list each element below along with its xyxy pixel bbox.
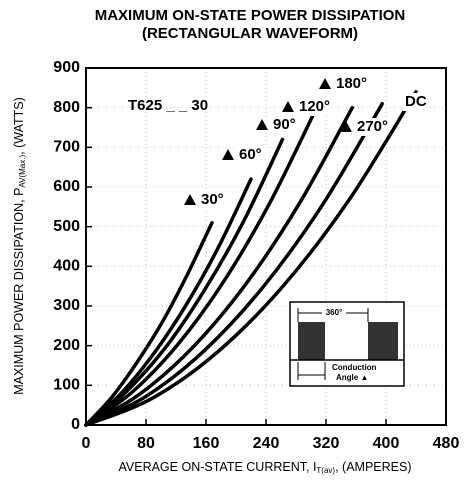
curve — [84, 220, 214, 427]
plot-frame — [85, 67, 447, 426]
label-bg — [355, 118, 395, 136]
label-bg — [237, 146, 268, 164]
y-tick-label: 200 — [53, 337, 80, 354]
label-triangle — [282, 101, 294, 112]
x-label-tail: , (AMPERES) — [335, 460, 411, 474]
label-triangle — [256, 119, 268, 130]
curve — [84, 177, 253, 427]
y-tick-label: 500 — [53, 218, 80, 235]
label-bg — [271, 116, 302, 134]
curve — [84, 90, 418, 427]
x-tick-label: 160 — [193, 435, 220, 452]
curve-label: 60° — [239, 146, 262, 163]
y-tick-label: 100 — [53, 377, 80, 394]
period-label: 360° — [326, 308, 343, 317]
x-tick-label: 80 — [137, 435, 155, 452]
angle-label: Angle ▲ — [336, 373, 368, 382]
plot: 0 80 160 240 320 400 480 0 100 200 300 400 500 600 700… — [53, 59, 459, 452]
chart-subtitle: (RECTANGULAR WAVEFORM) — [142, 25, 358, 42]
x-tick-label: 240 — [253, 435, 280, 452]
curve-label: 270° — [357, 118, 388, 135]
curve-label: 120° — [299, 98, 330, 115]
y-label-main: MAXIMUM POWER DISSIPATION, P — [12, 188, 26, 395]
conduction-label: Conduction — [332, 363, 377, 372]
label-triangle — [319, 78, 331, 89]
pulse — [368, 322, 398, 360]
label-bg — [199, 191, 230, 209]
curve — [84, 101, 384, 427]
inset-waveform: 360° Conduction Angle ▲ — [289, 301, 405, 387]
x-label-sub: T(av) — [316, 466, 335, 475]
x-label-main: AVERAGE ON-STATE CURRENT, I — [118, 460, 316, 474]
curve-label: 30° — [201, 191, 224, 208]
label-triangle — [184, 194, 196, 205]
x-axis-label: AVERAGE ON-STATE CURRENT, IT(av), (AMPER… — [118, 460, 411, 475]
y-axis-label: MAXIMUM POWER DISSIPATION, PAV(Max.), (W… — [12, 97, 27, 395]
y-tick-label: 700 — [53, 139, 80, 156]
curve — [84, 105, 354, 427]
curve-label: DC — [405, 93, 427, 110]
x-tick-label: 480 — [433, 435, 460, 452]
y-tick-label: 900 — [53, 59, 80, 76]
curve-label: 180° — [336, 75, 367, 92]
label-bg — [297, 98, 337, 116]
device-annotation: T625 _ _ 30 — [128, 97, 208, 114]
curve-label: 90° — [273, 116, 296, 133]
x-tick-label: 320 — [313, 435, 340, 452]
y-label-sub: AV(Max.) — [18, 155, 27, 188]
y-tick-label: 300 — [53, 297, 80, 314]
chart-title: MAXIMUM ON-STATE POWER DISSIPATION — [95, 7, 406, 24]
curve — [84, 137, 285, 427]
label-triangle — [222, 149, 234, 160]
x-tick-label: 0 — [82, 435, 91, 452]
curve — [84, 109, 317, 427]
pulse — [298, 322, 325, 360]
y-tick-label: 400 — [53, 258, 80, 275]
y-tick-label: 600 — [53, 178, 80, 195]
label-triangle — [340, 121, 352, 132]
label-bg — [403, 93, 425, 111]
y-label-tail: , (WATTS) — [12, 97, 26, 155]
y-tick-label: 800 — [53, 99, 80, 116]
x-tick-label: 400 — [373, 435, 400, 452]
label-bg — [334, 75, 374, 93]
y-tick-label: 0 — [71, 416, 80, 433]
